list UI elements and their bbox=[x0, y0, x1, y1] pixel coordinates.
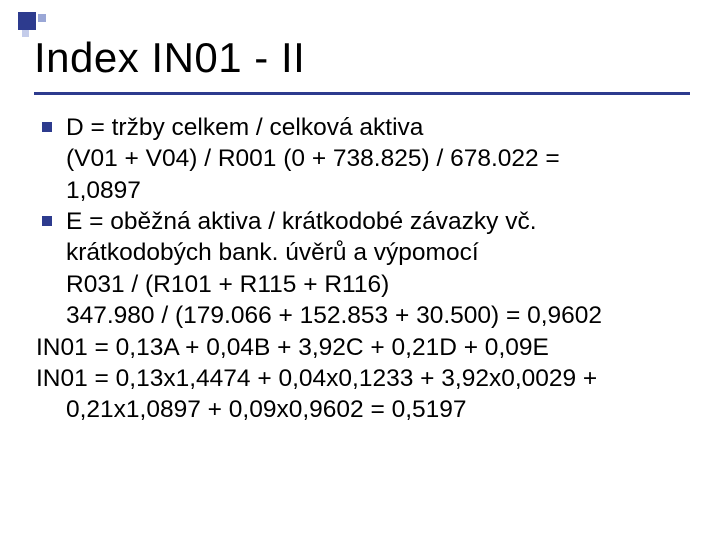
formula-line-2: IN01 = 0,13x1,4474 + 0,04x0,1233 + 3,92x… bbox=[36, 363, 690, 394]
bullet-d-line1: D = tržby celkem / celková aktiva bbox=[66, 114, 423, 141]
slide-title: Index IN01 - II bbox=[34, 34, 305, 82]
bullet-e-line3: R031 / (R101 + R115 + R116) bbox=[66, 271, 389, 298]
bullet-item-e: E = oběžná aktiva / krátkodobé závazky v… bbox=[36, 206, 690, 331]
slide-body: D = tržby celkem / celková aktiva (V01 +… bbox=[36, 112, 690, 426]
bullet-item-d: D = tržby celkem / celková aktiva (V01 +… bbox=[36, 112, 690, 206]
corner-decoration bbox=[18, 12, 70, 36]
bullet-e-line2: krátkodobých bank. úvěrů a výpomocí bbox=[66, 239, 479, 266]
bullet-e-line1: E = oběžná aktiva / krátkodobé závazky v… bbox=[66, 208, 537, 235]
square-bullet-icon bbox=[42, 122, 52, 132]
formula-line-3: 0,21x1,0897 + 0,09x0,9602 = 0,5197 bbox=[36, 394, 690, 425]
square-bullet-icon bbox=[42, 216, 52, 226]
title-underline bbox=[34, 92, 690, 95]
bullet-d-line3: 1,0897 bbox=[66, 177, 141, 204]
formula-line-1: IN01 = 0,13A + 0,04B + 3,92C + 0,21D + 0… bbox=[36, 332, 690, 363]
bullet-e-line4: 347.980 / (179.066 + 152.853 + 30.500) =… bbox=[66, 302, 602, 329]
bullet-d-line2: (V01 + V04) / R001 (0 + 738.825) / 678.0… bbox=[66, 145, 560, 172]
